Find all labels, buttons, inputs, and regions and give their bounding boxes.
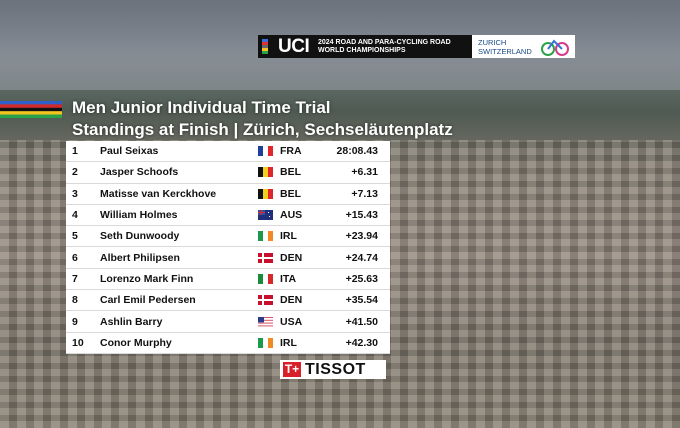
- flag: [258, 188, 273, 199]
- flag: [258, 210, 273, 221]
- country-code: DEN: [280, 251, 303, 264]
- sponsor-icon: T+: [283, 362, 301, 377]
- flag: [258, 295, 273, 306]
- rider-name: Lorenzo Mark Finn: [100, 272, 194, 285]
- time: +23.94: [345, 230, 378, 243]
- time: +41.50: [345, 315, 378, 328]
- rider-name: Jasper Schoofs: [100, 166, 179, 179]
- country-code: FRA: [280, 145, 302, 158]
- event-name: 2024 ROAD AND PARA-CYCLING ROAD WORLD CH…: [318, 39, 451, 55]
- standing-row: 2 Jasper Schoofs BEL +6.31: [66, 162, 390, 184]
- country-code: BEL: [280, 166, 301, 179]
- flag: [258, 337, 273, 348]
- country-code: BEL: [280, 187, 301, 200]
- flag: [258, 316, 273, 326]
- rider-name: Matisse van Kerckhove: [100, 187, 217, 200]
- location-line: SWITZERLAND: [478, 46, 532, 56]
- subtitle: Standings at Finish | Zürich, Sechseläut…: [72, 120, 453, 139]
- rider-name: Carl Emil Pedersen: [100, 294, 196, 307]
- rider-name: Albert Philipsen: [100, 251, 180, 264]
- time: +15.43: [345, 209, 378, 222]
- country-code: AUS: [280, 209, 303, 222]
- rank: 8: [72, 294, 78, 307]
- standing-row: 7 Lorenzo Mark Finn ITA +25.63: [66, 268, 390, 291]
- banner-dark: UCI 2024 ROAD AND PARA-CYCLING ROAD WORL…: [258, 35, 472, 58]
- rank: 9: [72, 315, 78, 328]
- rank: 3: [72, 187, 78, 200]
- rider-name: Paul Seixas: [100, 145, 159, 158]
- banner-light: ZURICH SWITZERLAND: [472, 35, 575, 58]
- sponsor-logo: T+ TISSOT: [280, 360, 386, 379]
- rider-name: Conor Murphy: [100, 336, 172, 349]
- time: +24.74: [345, 251, 378, 264]
- flag: [258, 231, 273, 242]
- standing-row: 6 Albert Philipsen DEN +24.74: [66, 247, 390, 269]
- sponsor-name: TISSOT: [305, 360, 366, 378]
- location: ZURICH SWITZERLAND: [478, 38, 540, 56]
- standing-row: 1 Paul Seixas FRA 28:08.43: [66, 141, 390, 163]
- rank: 4: [72, 209, 78, 222]
- standings-table: 1 Paul Seixas FRA 28:08.43 2 Jasper Schoofs BE…: [66, 141, 390, 354]
- cycling-logo: [541, 38, 569, 56]
- standing-row: 5 Seth Dunwoody IRL +23.94: [66, 226, 390, 248]
- uci-logo: UCI: [278, 35, 310, 57]
- flag: [258, 167, 273, 178]
- rank: 5: [72, 230, 78, 243]
- rainbow-mark: [262, 39, 268, 54]
- event-banner: UCI 2024 ROAD AND PARA-CYCLING ROAD WORL…: [258, 35, 575, 58]
- rainbow-stripes: [0, 101, 62, 118]
- time: +35.54: [345, 294, 378, 307]
- standing-row: 9 Ashlin Barry USA +41.50: [66, 311, 390, 333]
- standing-row: 3 Matisse van Kerckhove BEL +7.13: [66, 183, 390, 205]
- standing-row: 10 Conor Murphy IRL +42.30: [66, 332, 390, 354]
- country-code: IRL: [280, 230, 297, 243]
- country-code: DEN: [280, 294, 303, 307]
- time: +7.13: [351, 187, 378, 200]
- flag: [258, 146, 273, 157]
- country-code: ITA: [280, 272, 297, 285]
- rank: 2: [72, 166, 78, 179]
- event-line: WORLD CHAMPIONSHIPS: [318, 46, 406, 54]
- time: +6.31: [351, 166, 378, 179]
- rider-name: Ashlin Barry: [100, 315, 163, 328]
- time: +25.63: [345, 272, 378, 285]
- rank: 1: [72, 145, 78, 158]
- rank: 6: [72, 251, 78, 264]
- rank: 7: [72, 272, 78, 285]
- standing-row: 4 William Holmes AUS +15.43: [66, 204, 390, 227]
- rider-name: William Holmes: [100, 209, 178, 222]
- time: +42.30: [345, 336, 378, 349]
- country-code: IRL: [280, 336, 297, 349]
- title: Men Junior Individual Time Trial: [72, 98, 331, 117]
- country-code: USA: [280, 315, 303, 328]
- time: 28:08.43: [336, 145, 378, 158]
- event-line: 2024 ROAD AND PARA-CYCLING ROAD: [318, 38, 451, 46]
- flag: [258, 252, 273, 263]
- rank: 10: [72, 336, 84, 349]
- rider-name: Seth Dunwoody: [100, 230, 180, 243]
- flag: [258, 273, 273, 284]
- standing-row: 8 Carl Emil Pedersen DEN +35.54: [66, 290, 390, 312]
- location-line: ZURICH: [478, 37, 507, 47]
